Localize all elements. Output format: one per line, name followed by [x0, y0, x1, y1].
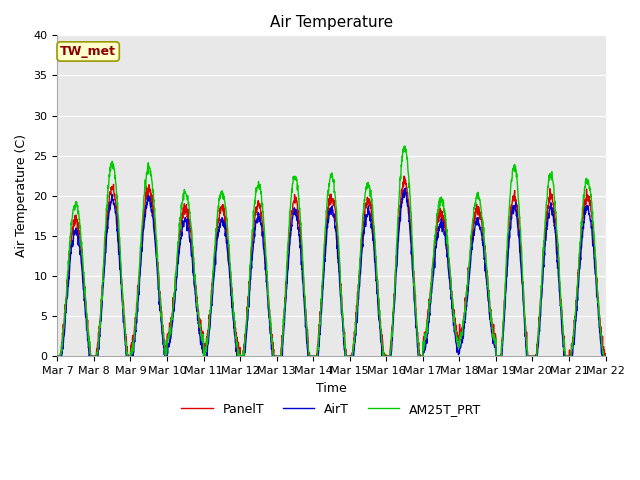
AM25T_PRT — [54, 353, 61, 359]
PanelT — [554, 241, 561, 247]
PanelT — [207, 313, 214, 319]
Text: TW_met: TW_met — [60, 45, 116, 58]
AM25T_PRT — [491, 341, 499, 347]
PanelT — [400, 173, 408, 179]
X-axis label: Time: Time — [316, 382, 347, 395]
PanelT — [54, 353, 61, 359]
PanelT — [491, 334, 499, 339]
PanelT — [359, 224, 367, 229]
AirT — [54, 353, 61, 359]
AirT — [554, 258, 561, 264]
Line: AM25T_PRT: AM25T_PRT — [58, 146, 605, 356]
AM25T_PRT — [569, 343, 577, 348]
Line: AirT: AirT — [58, 188, 605, 356]
AirT — [491, 344, 499, 350]
AM25T_PRT — [554, 233, 561, 239]
PanelT — [569, 338, 577, 344]
AM25T_PRT — [359, 210, 367, 216]
Title: Air Temperature: Air Temperature — [270, 15, 393, 30]
AM25T_PRT — [207, 307, 214, 313]
Y-axis label: Air Temperature (C): Air Temperature (C) — [15, 134, 28, 257]
AM25T_PRT — [401, 143, 408, 149]
AirT — [359, 236, 367, 242]
Legend: PanelT, AirT, AM25T_PRT: PanelT, AirT, AM25T_PRT — [177, 398, 486, 420]
AirT — [569, 351, 577, 357]
AM25T_PRT — [602, 353, 609, 359]
AM25T_PRT — [348, 353, 355, 359]
AirT — [348, 353, 355, 359]
AirT — [402, 185, 410, 191]
AirT — [602, 353, 609, 359]
AirT — [207, 320, 214, 325]
Line: PanelT: PanelT — [58, 176, 605, 356]
PanelT — [602, 353, 609, 359]
PanelT — [348, 353, 355, 359]
